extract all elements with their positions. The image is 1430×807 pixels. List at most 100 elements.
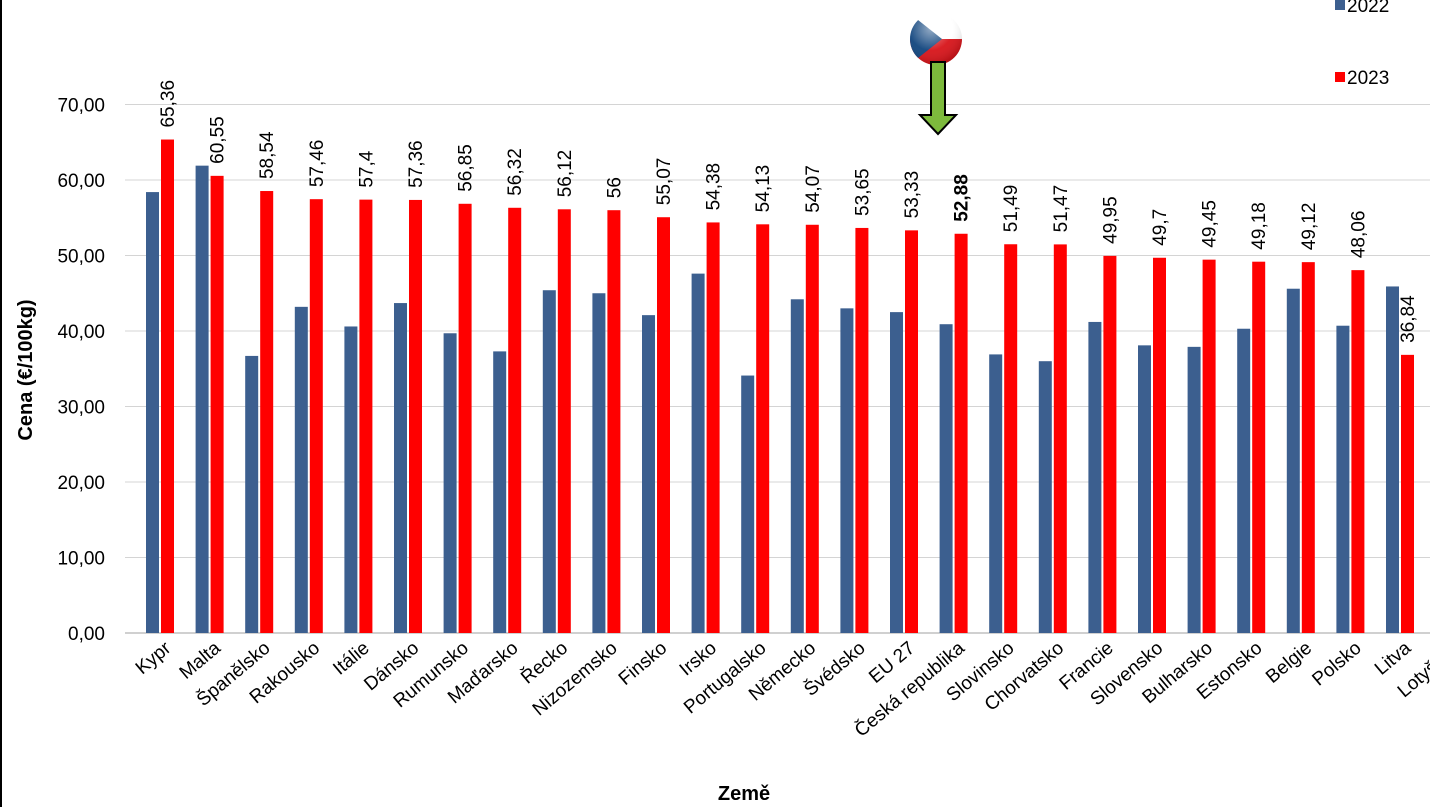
down-arrow-icon [917,61,959,136]
bar-2023 [954,233,968,634]
data-labels: 65,36 60,55 58,54 57,46 57,4 57,36 56,85 56,32 5… [158,80,1419,343]
bar-2023 [161,139,174,634]
legend: 2022 2023 [1335,0,1389,89]
bar-2023 [607,210,621,633]
legend-label-2022: 2022 [1347,0,1389,17]
bar-2022 [1386,286,1399,633]
data-label-2023: 57,36 [406,140,427,188]
data-label-2023: 54,13 [753,165,774,213]
bar-2022 [245,355,259,633]
legend-swatch-2022 [1335,0,1345,10]
bar-2022 [1286,288,1300,633]
bar-2022 [1187,346,1201,633]
bar-2022 [493,351,507,633]
bar-2023 [756,224,770,634]
data-label-2023: 49,95 [1100,196,1121,244]
y-tick-label: 40,00 [57,322,105,343]
bar-2023 [309,199,323,633]
data-label-2023: 60,55 [208,116,229,164]
bar-2022 [294,306,308,633]
data-label-2023: 49,18 [1249,202,1270,250]
y-tick-label: 50,00 [57,247,105,268]
bar-2022 [1336,325,1350,633]
bar-2023 [706,222,720,633]
bar-2023 [855,227,869,633]
y-tick-label: 30,00 [57,398,105,419]
data-label-2023: 54,07 [803,165,824,213]
bar-2022 [642,315,655,633]
bar-2023 [210,175,224,633]
data-label-2023: 53,33 [902,171,923,219]
bar-2023 [557,209,571,633]
bar-2023 [1202,259,1216,633]
y-tick-label: 60,00 [57,171,105,192]
data-label-2023: 52,88 [952,174,973,222]
x-axis-title: Země [718,783,770,805]
data-label-2023: 48,06 [1348,211,1369,259]
y-tick-label: 70,00 [57,96,105,117]
bar-2022 [1038,361,1052,633]
data-label-2023: 49,7 [1150,209,1171,246]
bar-2023 [409,199,422,633]
bar-2022 [741,375,755,633]
bar-2023 [359,199,373,633]
data-label-2023: 49,45 [1200,200,1221,248]
data-label-2023: 57,4 [356,150,377,187]
data-label-2023: 51,49 [1001,185,1022,233]
data-label-2023: 56 [604,177,625,198]
bar-2022 [146,192,159,633]
data-label-2023: 49,12 [1299,203,1320,251]
bar-2023 [905,230,918,633]
bar-2023 [458,203,472,633]
bar-2023 [1103,255,1117,633]
bar-2023 [1153,257,1166,633]
data-label-2023: 58,54 [257,131,278,179]
data-label-2023: 65,36 [158,80,179,128]
category-label: Finsko [615,638,671,690]
category-label: Kypr [132,637,176,679]
bars [146,139,1414,634]
data-label-2023: 57,46 [307,140,328,188]
bar-2023 [1351,270,1365,633]
legend-swatch-2023 [1335,72,1345,82]
bar-2022 [443,333,457,633]
data-label-2023: 36,84 [1398,295,1419,343]
category-label: Belgie [1262,638,1316,688]
y-tick-label: 10,00 [57,549,105,570]
data-label-2023: 56,32 [505,148,526,196]
category-label: Polsko [1308,638,1365,691]
bar-2022 [691,273,705,633]
bar-2023 [1004,244,1018,634]
y-axis-title: Cena (€/100kg) [15,299,37,440]
data-label-2023: 54,38 [704,163,725,211]
data-label-2023: 51,47 [1051,185,1072,233]
bar-2022 [542,290,556,633]
bar-2022 [840,308,854,633]
bar-2023 [1252,261,1266,633]
bar-2022 [1237,328,1251,633]
bar-2022 [344,326,358,633]
bar-2022 [790,299,804,633]
data-label-2023: 55,07 [654,158,675,206]
bar-2023 [805,224,819,634]
bar-2022 [1088,321,1102,633]
bar-2022 [195,165,209,633]
legend-label-2023: 2023 [1347,68,1389,89]
y-tick-labels: 0,00 10,00 20,00 30,00 40,00 50,00 60,00 70,00 [57,96,105,646]
bar-2023 [1401,354,1414,633]
bar-2022 [1138,345,1151,633]
y-tick-label: 20,00 [57,473,105,494]
bar-2023 [1301,262,1315,633]
bar-2023 [1053,244,1067,634]
data-label-2023: 56,12 [555,150,576,198]
bar-2023 [657,217,670,633]
bar-2023 [508,207,522,633]
bar-2023 [260,191,274,633]
bar-2022 [989,354,1003,633]
bar-2022 [939,324,953,633]
czech-flag-icon [910,13,962,65]
bar-2022 [592,293,606,633]
